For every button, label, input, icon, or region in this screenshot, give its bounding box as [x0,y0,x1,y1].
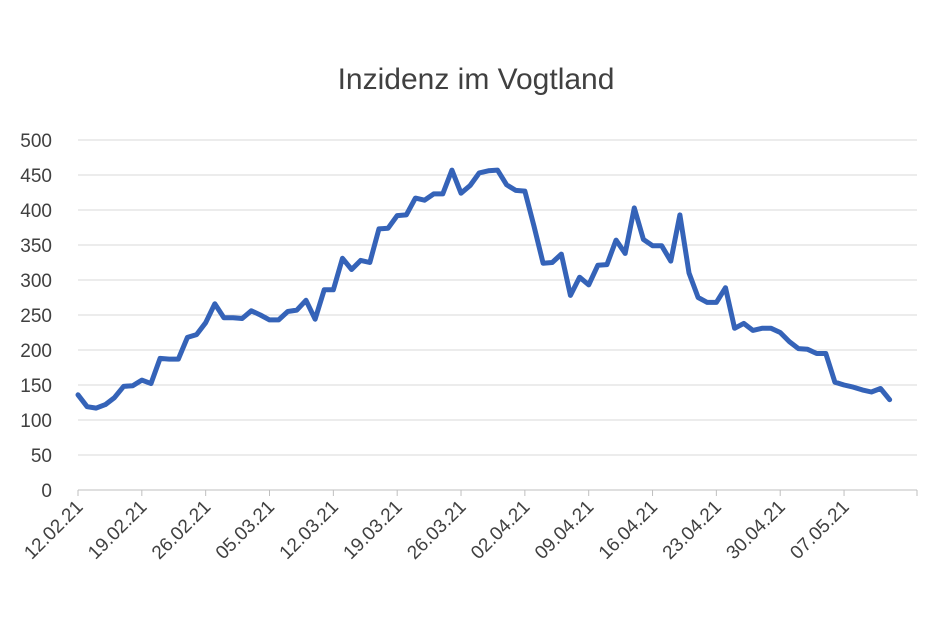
chart-title: Inzidenz im Vogtland [338,63,615,96]
y-tick-label: 300 [20,271,52,292]
y-tick-label: 350 [20,236,52,257]
x-tick-label: 16.04.21 [595,497,662,564]
x-tick-label: 26.02.21 [148,497,215,564]
y-tick-label: 50 [31,446,52,467]
x-tick-label: 23.04.21 [659,497,726,564]
y-tick-label: 450 [20,166,52,187]
gridlines [78,139,917,491]
x-tick-label: 05.03.21 [212,497,279,564]
x-tick-label: 07.05.21 [786,497,853,564]
y-tick-label: 250 [20,306,52,327]
x-tick-label: 30.04.21 [723,497,790,564]
x-tick-label: 12.02.21 [20,497,87,564]
x-tick-label: 19.02.21 [84,497,151,564]
x-tick-label: 26.03.21 [403,497,470,564]
y-tick-label: 150 [20,376,52,397]
x-tick-label: 02.04.21 [467,497,534,564]
x-tick-label: 19.03.21 [340,497,407,564]
x-axis: 12.02.2119.02.2126.02.2105.03.2112.03.21… [20,490,918,564]
series-line [75,167,893,411]
series-group [75,167,893,411]
y-tick-label: 100 [20,411,52,432]
x-tick-label: 12.03.21 [276,497,343,564]
y-tick-label: 200 [20,341,52,362]
y-tick-label: 500 [20,131,52,152]
y-tick-label: 0 [41,481,52,502]
y-axis: 0 50 100 150 200 250 300 350 400 450 500 [20,131,52,502]
y-tick-label: 400 [20,201,52,222]
x-tick-label: 09.04.21 [531,497,598,564]
